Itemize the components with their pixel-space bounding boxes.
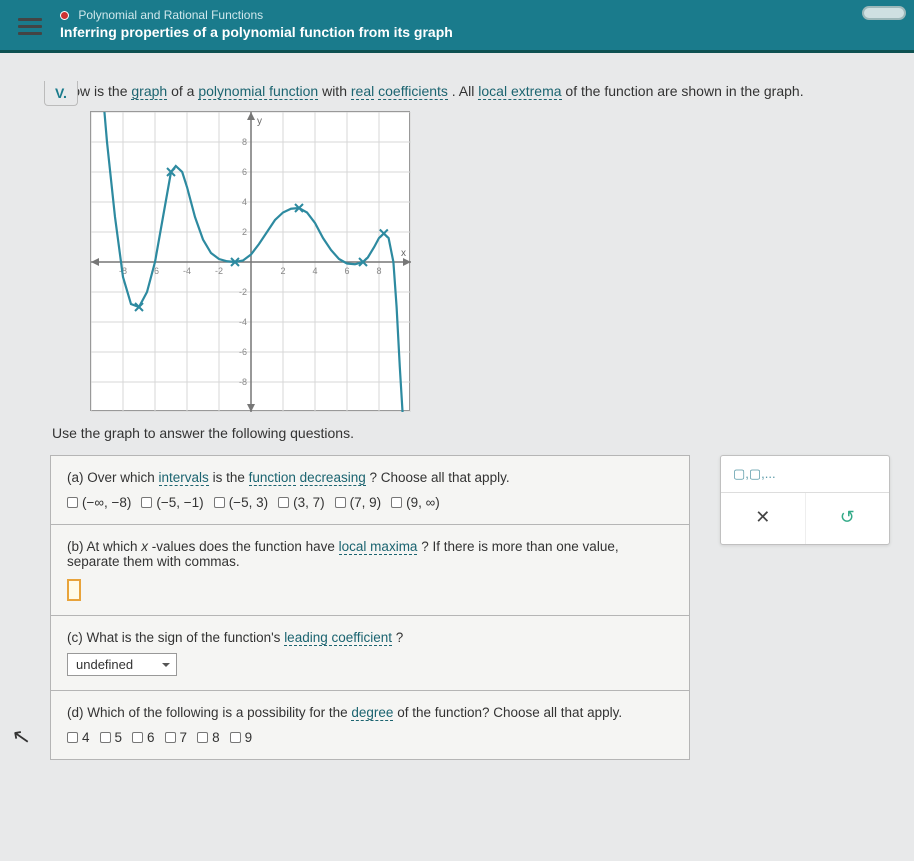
svg-text:-8: -8 — [239, 377, 247, 387]
svg-text:-4: -4 — [239, 317, 247, 327]
lesson-title: Inferring properties of a polynomial fun… — [60, 24, 902, 40]
degree-option-label: 4 — [82, 730, 90, 745]
degree-option-3[interactable]: 7 — [165, 730, 188, 745]
checkbox-icon[interactable] — [165, 732, 176, 743]
term-leading-coefficient[interactable]: leading coefficient — [284, 630, 392, 646]
term-real[interactable]: real — [351, 83, 374, 100]
svg-text:y: y — [257, 116, 262, 127]
keypad-panel: ▢,▢,... ✕ ↺ — [720, 455, 890, 545]
svg-text:4: 4 — [242, 197, 247, 207]
term-intervals[interactable]: intervals — [159, 470, 209, 486]
record-dot-icon — [60, 11, 69, 20]
keypad-hint[interactable]: ▢,▢,... — [721, 456, 889, 493]
degree-option-label: 8 — [212, 730, 220, 745]
svg-text:-4: -4 — [183, 266, 191, 276]
checkbox-icon[interactable] — [141, 497, 152, 508]
polynomial-graph: -8-6-4-22468-8-6-4-22468yx — [91, 112, 411, 412]
checkbox-icon[interactable] — [67, 497, 78, 508]
question-b: (b) At which x -values does the function… — [51, 525, 690, 616]
question-table: (a) Over which intervals is the function… — [50, 455, 690, 760]
degree-option-label: 6 — [147, 730, 155, 745]
term-polynomial-function[interactable]: polynomial function — [198, 83, 318, 100]
select-value: undefined — [76, 657, 133, 672]
svg-text:6: 6 — [242, 167, 247, 177]
term-degree[interactable]: degree — [351, 705, 393, 721]
checkbox-icon[interactable] — [391, 497, 402, 508]
interval-option-label: (9, ∞) — [406, 495, 440, 510]
term-local-maxima[interactable]: local maxima — [339, 539, 418, 555]
degree-option-1[interactable]: 5 — [100, 730, 123, 745]
interval-option-4[interactable]: (7, 9) — [335, 495, 382, 510]
x-variable: x — [141, 539, 148, 554]
checkbox-icon[interactable] — [197, 732, 208, 743]
svg-text:6: 6 — [344, 266, 349, 276]
term-local-extrema[interactable]: local extrema — [478, 83, 561, 100]
cursor-icon: ↖ — [10, 723, 33, 752]
intro-text: Below is the graph of a polynomial funct… — [52, 83, 894, 99]
interval-option-2[interactable]: (−5, 3) — [214, 495, 268, 510]
maxima-input[interactable] — [67, 579, 81, 601]
svg-text:2: 2 — [242, 227, 247, 237]
svg-text:2: 2 — [280, 266, 285, 276]
term-function[interactable]: function — [249, 470, 296, 486]
question-a: (a) Over which intervals is the function… — [51, 456, 690, 525]
checkbox-icon[interactable] — [214, 497, 225, 508]
interval-option-1[interactable]: (−5, −1) — [141, 495, 203, 510]
interval-option-5[interactable]: (9, ∞) — [391, 495, 440, 510]
checkbox-icon[interactable] — [335, 497, 346, 508]
term-decreasing[interactable]: decreasing — [300, 470, 366, 486]
svg-text:-6: -6 — [239, 347, 247, 357]
checkbox-icon[interactable] — [132, 732, 143, 743]
tab-v[interactable]: V. — [44, 81, 78, 106]
question-prompt: Use the graph to answer the following qu… — [52, 425, 894, 441]
svg-text:x: x — [401, 248, 406, 259]
interval-option-3[interactable]: (3, 7) — [278, 495, 325, 510]
checkbox-icon[interactable] — [230, 732, 241, 743]
degree-option-label: 9 — [245, 730, 253, 745]
svg-text:-2: -2 — [215, 266, 223, 276]
breadcrumb: Polynomial and Rational Functions — [60, 8, 902, 22]
interval-option-0[interactable]: (−∞, −8) — [67, 495, 131, 510]
interval-option-label: (7, 9) — [350, 495, 382, 510]
term-coefficients[interactable]: coefficients — [378, 83, 448, 100]
degree-option-label: 7 — [180, 730, 188, 745]
interval-option-label: (3, 7) — [293, 495, 325, 510]
checkbox-icon[interactable] — [67, 732, 78, 743]
degree-option-2[interactable]: 6 — [132, 730, 155, 745]
graph-container: -8-6-4-22468-8-6-4-22468yx — [90, 111, 410, 411]
degree-option-5[interactable]: 9 — [230, 730, 253, 745]
degree-option-0[interactable]: 4 — [67, 730, 90, 745]
lesson-header: Polynomial and Rational Functions Inferr… — [0, 0, 914, 53]
svg-text:-2: -2 — [239, 287, 247, 297]
breadcrumb-text: Polynomial and Rational Functions — [78, 8, 263, 22]
interval-option-label: (−∞, −8) — [82, 495, 131, 510]
clear-button[interactable]: ✕ — [721, 493, 806, 544]
degree-option-label: 5 — [115, 730, 123, 745]
interval-option-label: (−5, −1) — [156, 495, 203, 510]
content-area: V. Below is the graph of a polynomial fu… — [0, 83, 914, 780]
degree-option-4[interactable]: 8 — [197, 730, 220, 745]
svg-text:8: 8 — [242, 137, 247, 147]
leading-coeff-select[interactable]: undefined — [67, 653, 177, 676]
hamburger-menu-icon[interactable] — [18, 14, 42, 39]
progress-pill-icon — [862, 6, 906, 20]
svg-text:4: 4 — [312, 266, 317, 276]
question-c: (c) What is the sign of the function's l… — [51, 616, 690, 691]
svg-text:8: 8 — [376, 266, 381, 276]
checkbox-icon[interactable] — [278, 497, 289, 508]
question-d: (d) Which of the following is a possibil… — [51, 691, 690, 760]
interval-option-label: (−5, 3) — [229, 495, 268, 510]
term-graph[interactable]: graph — [131, 83, 167, 100]
checkbox-icon[interactable] — [100, 732, 111, 743]
reset-button[interactable]: ↺ — [806, 493, 890, 544]
